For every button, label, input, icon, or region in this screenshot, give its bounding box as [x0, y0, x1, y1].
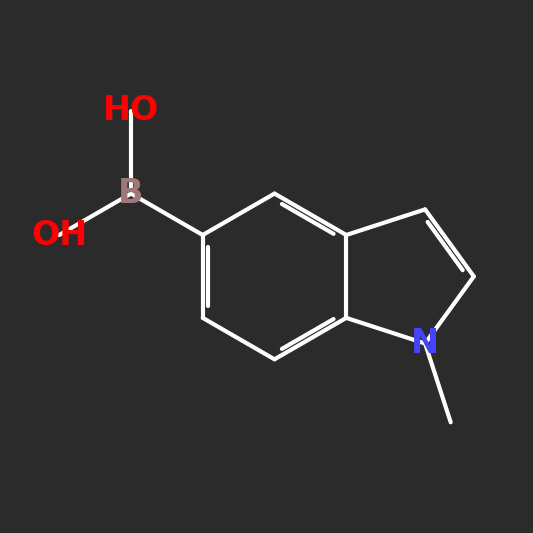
Text: OH: OH [31, 219, 87, 252]
Text: N: N [411, 327, 439, 360]
Text: B: B [118, 177, 144, 210]
Text: HO: HO [103, 94, 159, 127]
